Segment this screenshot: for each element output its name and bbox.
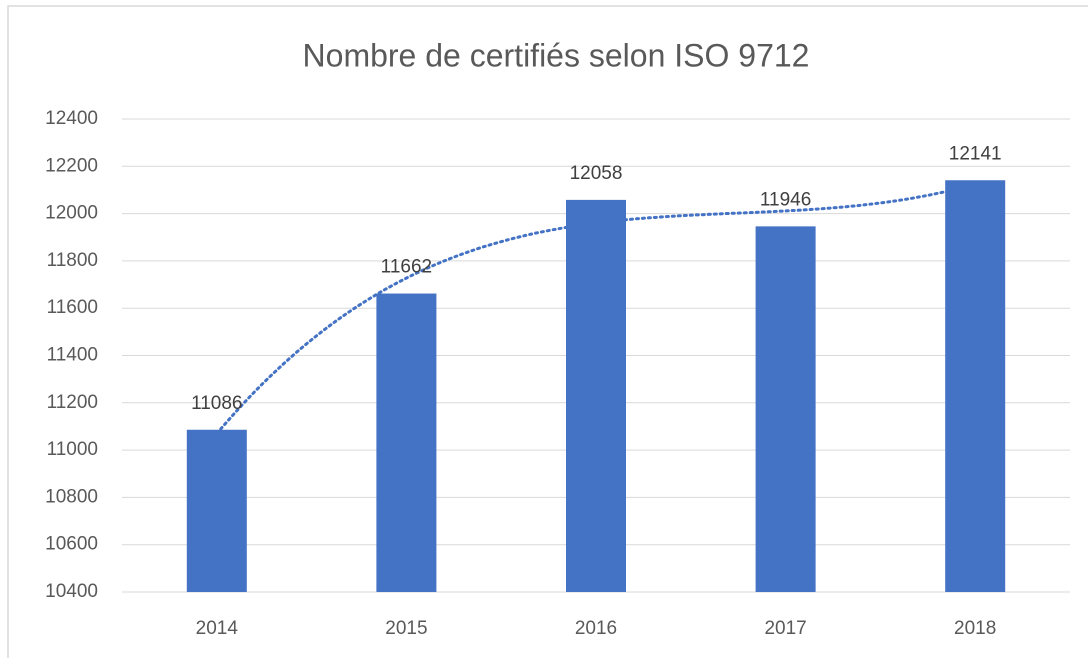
bar bbox=[755, 226, 816, 592]
data-label: 11662 bbox=[381, 257, 432, 278]
y-tick-label: 11200 bbox=[47, 392, 98, 413]
x-tick-label: 2015 bbox=[385, 618, 427, 639]
y-tick-label: 11000 bbox=[47, 439, 98, 460]
x-tick-label: 2017 bbox=[764, 618, 806, 639]
trendline bbox=[215, 182, 977, 436]
y-tick-label: 10800 bbox=[45, 486, 98, 507]
y-tick-label: 12200 bbox=[45, 155, 98, 176]
y-tick-label: 11600 bbox=[47, 297, 98, 318]
y-tick-label: 12400 bbox=[45, 108, 98, 129]
data-label: 12141 bbox=[949, 143, 1002, 164]
y-tick-label: 12000 bbox=[45, 203, 98, 224]
chart-title: Nombre de certifiés selon ISO 9712 bbox=[303, 37, 810, 73]
y-tick-label: 11800 bbox=[47, 250, 98, 271]
x-tick-label: 2018 bbox=[954, 618, 996, 639]
bar bbox=[186, 429, 247, 592]
y-tick-label: 10400 bbox=[45, 581, 98, 602]
bar bbox=[945, 180, 1006, 593]
data-label: 11946 bbox=[760, 189, 811, 210]
bar bbox=[566, 199, 626, 592]
y-tick-label: 10600 bbox=[45, 534, 98, 555]
x-tick-label: 2014 bbox=[196, 618, 239, 639]
y-tick-label: 11400 bbox=[47, 345, 98, 366]
data-label: 12058 bbox=[570, 163, 623, 184]
data-label: 11086 bbox=[191, 393, 242, 414]
x-tick-label: 2016 bbox=[575, 618, 617, 639]
chart-border bbox=[7, 5, 1088, 658]
bar bbox=[376, 293, 437, 592]
